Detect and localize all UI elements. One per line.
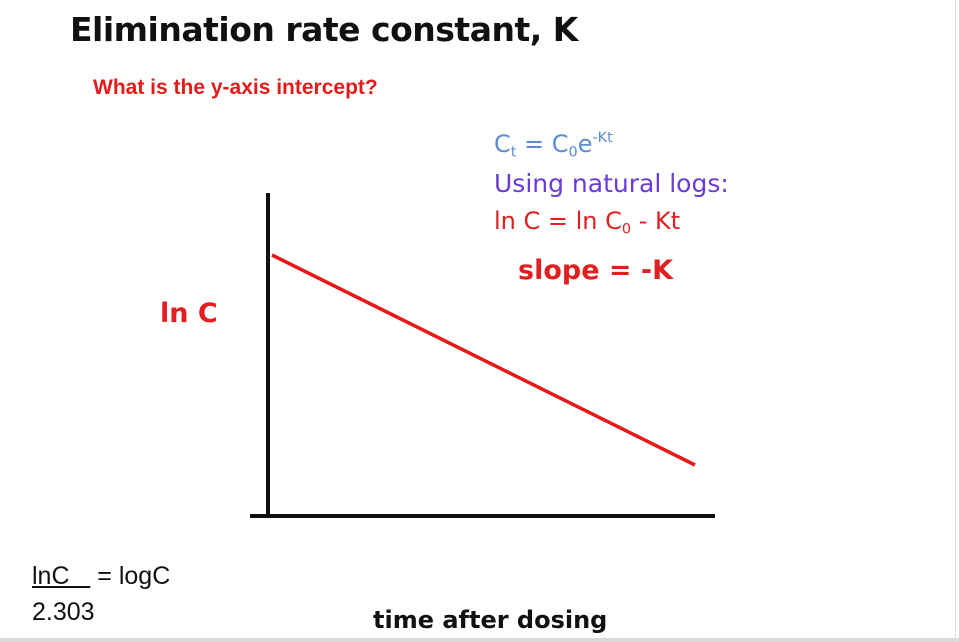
- natural-logs-text: Using natural logs:: [494, 169, 729, 198]
- fraction-bar: [70, 562, 91, 590]
- right-border: [955, 0, 956, 642]
- slope-text: slope = -K: [518, 255, 674, 286]
- bottom-border: [0, 638, 959, 642]
- exponential-equation: Ct = C0e-Kt: [494, 130, 613, 160]
- eq-equals-c: = C: [516, 130, 569, 159]
- ln-eq-zero-subscript: 0: [621, 221, 632, 238]
- eq-exponent: -Kt: [592, 130, 613, 146]
- elimination-line: [271, 253, 696, 467]
- conversion-numerator: lnC: [32, 562, 70, 590]
- log-conversion-formula: lnC = logC 2.303: [32, 562, 171, 626]
- question-text: What is the y-axis intercept?: [93, 76, 378, 99]
- ln-eq-right: - Kt: [631, 207, 681, 235]
- eq-c: C: [494, 130, 511, 159]
- conversion-equals: = logC: [90, 562, 171, 590]
- ln-eq-left: ln C = ln C: [494, 207, 622, 235]
- ln-equation: ln C = ln C0 - Kt: [494, 207, 680, 237]
- conversion-denominator: 2.303: [32, 598, 95, 626]
- y-axis-label: ln C: [160, 298, 218, 329]
- slide-title: Elimination rate constant, K: [70, 10, 578, 49]
- eq-e: e: [577, 130, 593, 159]
- eq-t-subscript: t: [510, 144, 517, 161]
- eq-zero-subscript: 0: [568, 144, 578, 161]
- x-axis-label: time after dosing: [373, 606, 608, 634]
